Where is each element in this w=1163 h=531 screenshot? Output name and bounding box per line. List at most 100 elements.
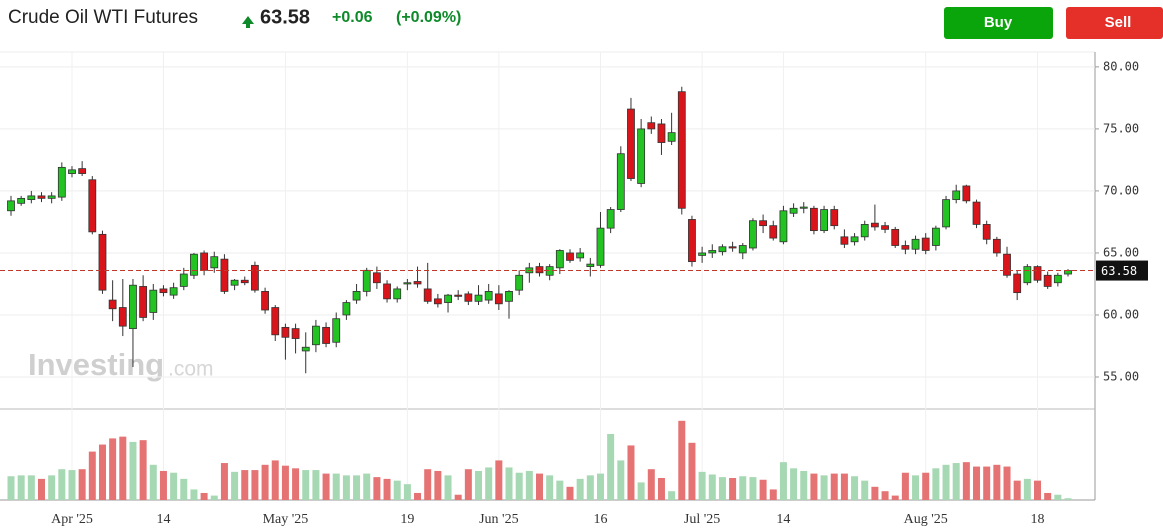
candle-body xyxy=(830,209,839,227)
volume-bar xyxy=(271,460,279,500)
volume-bar xyxy=(962,462,970,500)
candle-body xyxy=(810,207,818,232)
candle-body xyxy=(911,238,920,250)
volume-bar xyxy=(718,477,726,500)
volume-bar xyxy=(586,475,594,500)
candle-body xyxy=(240,279,249,284)
volume-bar xyxy=(952,463,960,500)
candle-body xyxy=(139,286,148,318)
candle-body xyxy=(281,326,290,338)
candle-body xyxy=(332,318,341,343)
candle-body xyxy=(108,299,117,310)
volume-bar xyxy=(403,484,411,500)
volume-bar xyxy=(37,478,45,500)
buy-button[interactable]: Buy xyxy=(944,7,1053,39)
volume-bar xyxy=(657,478,665,500)
volume-bar xyxy=(739,476,747,500)
volume-bar xyxy=(149,464,157,500)
volume-bar xyxy=(1064,498,1072,500)
volume-bar xyxy=(769,489,777,500)
candle-body xyxy=(555,250,564,269)
volume-bar xyxy=(983,466,991,500)
candle-body xyxy=(667,132,676,142)
sell-button[interactable]: Sell xyxy=(1066,7,1163,39)
candle-body xyxy=(352,291,361,301)
y-tick-label: 65.00 xyxy=(1103,245,1139,259)
x-tick-label: 19 xyxy=(400,512,414,527)
candle-body xyxy=(68,169,76,174)
candle-body xyxy=(881,225,889,230)
candle-body xyxy=(860,224,869,238)
candle-body xyxy=(596,227,605,266)
volume-bar xyxy=(322,473,330,500)
candle-body xyxy=(942,199,950,228)
candle-body xyxy=(118,307,127,327)
candle-body xyxy=(931,227,940,246)
volume-bar xyxy=(546,475,554,500)
volume-bar xyxy=(373,477,381,500)
candle-body xyxy=(749,220,757,249)
candle-body xyxy=(169,287,178,296)
candle-body xyxy=(423,288,432,302)
candle-body xyxy=(962,185,971,202)
volume-bar xyxy=(607,434,615,500)
volume-bar xyxy=(58,469,66,500)
volume-bar xyxy=(973,466,981,500)
candle-body xyxy=(637,128,646,184)
volume-bar xyxy=(312,470,320,500)
candle-body xyxy=(627,108,635,179)
candle-body xyxy=(982,224,991,240)
x-tick-label: Jun '25 xyxy=(479,512,518,527)
candle-body xyxy=(342,302,351,316)
candle-body xyxy=(454,294,463,297)
volume-bar xyxy=(139,440,147,500)
candle-body xyxy=(1053,274,1062,284)
candle-body xyxy=(870,222,879,228)
volume-bar xyxy=(942,464,950,500)
candle-body xyxy=(718,246,727,253)
candle-body xyxy=(1003,253,1011,276)
candle-body xyxy=(850,236,859,243)
candle-body xyxy=(210,256,219,269)
candle-body xyxy=(901,245,910,250)
candle-body xyxy=(891,228,900,246)
candle-body xyxy=(37,195,46,199)
volume-bar xyxy=(159,470,167,500)
candle-body xyxy=(230,279,239,286)
x-tick-label: 14 xyxy=(776,512,790,527)
volume-bar xyxy=(749,477,757,500)
candle-body xyxy=(271,307,280,336)
volume-bar xyxy=(698,471,706,500)
volume-bar xyxy=(779,462,787,500)
price-change: +0.06 xyxy=(332,9,373,26)
volume-bar xyxy=(800,470,808,500)
volume-bar xyxy=(170,472,178,500)
volume-bar xyxy=(901,472,909,500)
candle-body xyxy=(738,245,747,254)
volume-bar xyxy=(332,473,340,500)
x-tick-label: Jul '25 xyxy=(684,512,720,527)
volume-bar xyxy=(891,495,899,500)
volume-bar xyxy=(1044,492,1052,500)
volume-bar xyxy=(17,475,25,500)
volume-bar xyxy=(596,473,604,500)
volume-bar xyxy=(1054,494,1062,500)
volume-bar xyxy=(617,460,625,500)
candle-body xyxy=(362,269,371,292)
candle-body xyxy=(484,291,493,301)
volume-bar xyxy=(678,420,686,500)
candle-body xyxy=(312,325,320,346)
candle-body xyxy=(1064,270,1072,275)
candle-body xyxy=(769,225,778,239)
x-tick-label: 14 xyxy=(156,512,170,527)
volume-bar xyxy=(220,463,228,500)
volume-bar xyxy=(48,475,56,500)
sell-button-bg xyxy=(1066,7,1163,39)
volume-bar xyxy=(98,444,106,500)
candle-body xyxy=(301,346,310,352)
candle-body xyxy=(952,190,961,201)
volume-bar xyxy=(281,465,289,500)
candle-body xyxy=(992,238,1001,254)
x-tick-label: 16 xyxy=(593,512,607,527)
